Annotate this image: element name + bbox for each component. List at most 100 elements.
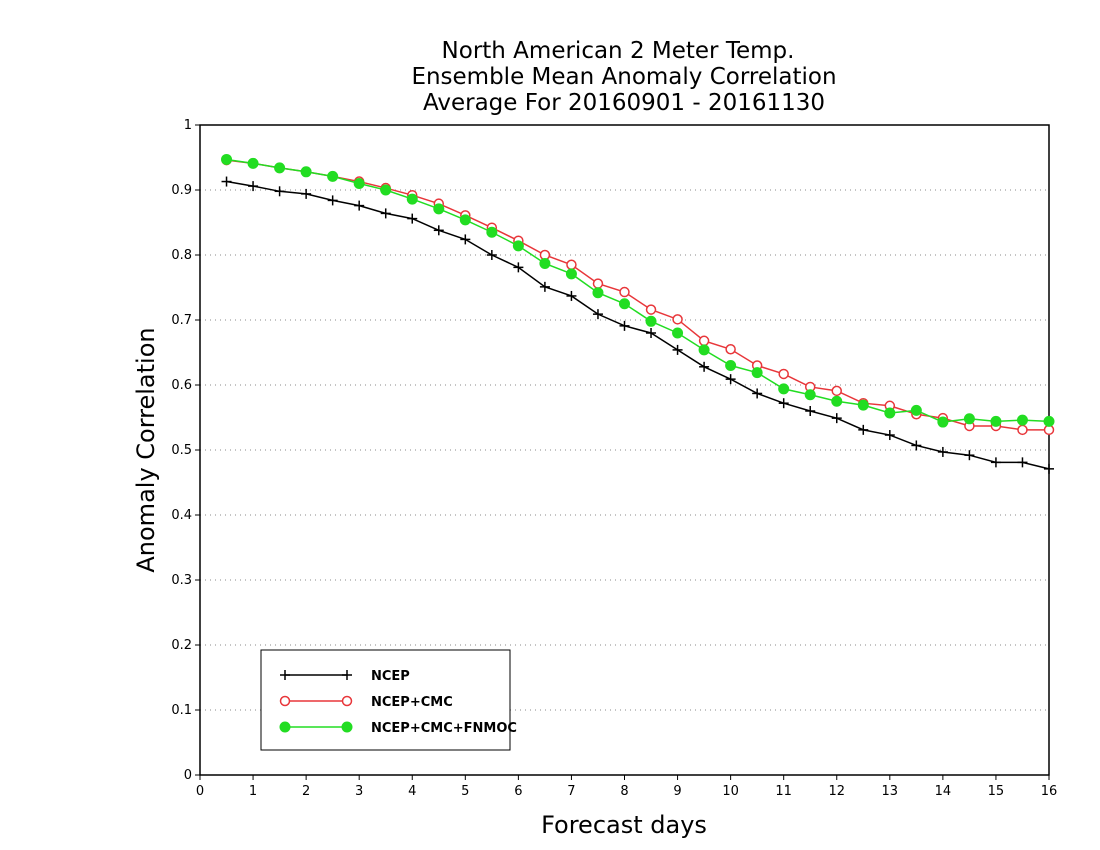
data-point-ncep-cmc-fnmoc bbox=[857, 399, 869, 411]
legend-marker-ncep bbox=[342, 670, 352, 680]
data-point-ncep-cmc-fnmoc bbox=[672, 327, 684, 339]
x-tick-label: 12 bbox=[828, 784, 845, 799]
data-point-ncep-cmc-fnmoc bbox=[619, 298, 630, 310]
data-point-ncep-cmc-fnmoc bbox=[592, 287, 604, 299]
data-point-ncep-cmc bbox=[1017, 424, 1028, 436]
x-tick-label: 1 bbox=[249, 784, 257, 799]
data-point-ncep-cmc-fnmoc bbox=[1043, 415, 1055, 427]
data-point-ncep-cmc-fnmoc bbox=[1016, 414, 1028, 426]
x-tick-label: 3 bbox=[355, 784, 363, 799]
data-point-ncep bbox=[805, 406, 816, 416]
x-tick-label: 15 bbox=[988, 784, 1005, 799]
series-line-ncep-cmc-fnmoc bbox=[226, 158, 1050, 423]
data-point-ncep bbox=[778, 398, 789, 409]
data-point-ncep bbox=[964, 450, 975, 461]
data-point-ncep-cmc-fnmoc bbox=[486, 226, 498, 238]
title-line-2: Ensemble Mean Anomaly Correlation bbox=[411, 64, 836, 90]
data-point-ncep-cmc bbox=[831, 385, 842, 397]
data-point-ncep bbox=[380, 208, 391, 219]
data-point-ncep bbox=[752, 388, 763, 399]
data-point-ncep-cmc bbox=[592, 278, 604, 289]
data-point-ncep bbox=[672, 344, 683, 355]
data-point-ncep-cmc-fnmoc bbox=[512, 240, 524, 252]
legend-marker-ncep-cmc bbox=[279, 695, 291, 707]
data-point-ncep-cmc bbox=[698, 335, 710, 347]
data-point-ncep bbox=[248, 181, 259, 192]
title-line-1: North American 2 Meter Temp. bbox=[442, 38, 795, 64]
data-point-ncep bbox=[592, 309, 603, 320]
legend-box bbox=[260, 649, 511, 751]
chart-title: North American 2 Meter Temp. Ensemble Me… bbox=[411, 38, 836, 116]
data-point-ncep-cmc-fnmoc bbox=[353, 178, 365, 189]
y-tick-label: 0.6 bbox=[171, 378, 192, 393]
data-point-ncep bbox=[937, 446, 948, 457]
data-point-ncep-cmc-fnmoc bbox=[327, 170, 339, 182]
series-lines bbox=[221, 153, 1055, 474]
data-point-ncep bbox=[646, 328, 657, 338]
y-tick-label: 0.9 bbox=[171, 183, 192, 198]
data-point-ncep-cmc bbox=[645, 304, 657, 315]
y-tick-label: 0 bbox=[184, 768, 192, 783]
data-point-ncep-cmc-fnmoc bbox=[433, 203, 445, 215]
data-point-ncep-cmc bbox=[778, 368, 789, 380]
data-point-ncep-cmc-fnmoc bbox=[937, 416, 949, 428]
data-point-ncep-cmc-fnmoc bbox=[990, 415, 1002, 427]
legend-marker-ncep-cmc-fnmoc bbox=[341, 721, 353, 733]
axes: 00.10.20.30.40.50.60.70.80.910 1 2 3 4 5 6 7 8 9 1… bbox=[171, 118, 1057, 799]
series-ncep-cmc-fnmoc bbox=[221, 153, 1055, 428]
data-point-ncep bbox=[990, 457, 1001, 468]
legend-label-ncep-cmc-fnmoc: NCEP+CMC+FNMOC bbox=[371, 721, 517, 736]
data-point-ncep bbox=[301, 188, 312, 199]
data-point-ncep bbox=[911, 440, 922, 451]
data-point-ncep-cmc-fnmoc bbox=[459, 214, 471, 226]
data-point-ncep-cmc-fnmoc bbox=[221, 153, 233, 165]
data-point-ncep bbox=[725, 374, 736, 385]
data-point-ncep bbox=[539, 281, 550, 292]
x-tick-label: 13 bbox=[882, 784, 899, 799]
data-point-ncep bbox=[619, 320, 630, 331]
data-point-ncep bbox=[407, 213, 418, 224]
data-point-ncep bbox=[884, 430, 895, 441]
data-point-ncep-cmc-fnmoc bbox=[300, 166, 312, 178]
y-tick-label: 0.7 bbox=[171, 313, 192, 328]
x-axis-label: Forecast days bbox=[541, 811, 707, 839]
gridlines bbox=[200, 189, 1049, 711]
data-point-ncep bbox=[433, 225, 444, 236]
x-tick-label: 10 bbox=[722, 784, 739, 799]
y-tick-label: 0.3 bbox=[171, 573, 192, 588]
data-point-ncep-cmc-fnmoc bbox=[751, 367, 763, 379]
data-point-ncep bbox=[699, 361, 710, 372]
y-tick-label: 0.5 bbox=[171, 443, 192, 458]
data-point-ncep-cmc-fnmoc bbox=[963, 413, 975, 425]
data-point-ncep-cmc-fnmoc bbox=[645, 315, 657, 327]
data-point-ncep-cmc bbox=[619, 286, 630, 298]
title-line-3: Average For 20160901 - 20161130 bbox=[423, 90, 825, 116]
data-point-ncep-cmc-fnmoc bbox=[804, 389, 816, 401]
x-tick-label: 2 bbox=[302, 784, 310, 799]
data-point-ncep bbox=[1044, 463, 1054, 474]
data-point-ncep bbox=[460, 234, 471, 245]
x-tick-label: 11 bbox=[775, 784, 792, 799]
legend-marker-ncep-cmc bbox=[341, 695, 353, 707]
series-line-ncep-cmc bbox=[226, 159, 1049, 431]
data-point-ncep bbox=[221, 176, 232, 187]
x-tick-label: 6 bbox=[514, 784, 522, 799]
data-point-ncep bbox=[486, 250, 497, 260]
data-point-ncep-cmc-fnmoc bbox=[698, 344, 710, 356]
x-tick-label: 8 bbox=[620, 784, 628, 799]
data-point-ncep-cmc-fnmoc bbox=[884, 407, 896, 419]
legend: NCEP NCEP+CMC NCEP+CMC+FNMOC bbox=[260, 649, 517, 751]
data-point-ncep bbox=[327, 195, 338, 206]
data-point-ncep-cmc-fnmoc bbox=[831, 395, 843, 407]
y-tick-label: 0.2 bbox=[171, 638, 192, 653]
x-tick-label: 7 bbox=[567, 784, 575, 799]
legend-marker-ncep-cmc-fnmoc bbox=[279, 721, 291, 733]
data-point-ncep-cmc-fnmoc bbox=[274, 162, 286, 174]
data-point-ncep bbox=[1017, 457, 1028, 468]
data-point-ncep-cmc bbox=[672, 314, 683, 325]
data-point-ncep bbox=[566, 290, 577, 301]
data-point-ncep bbox=[354, 200, 365, 211]
data-point-ncep-cmc-fnmoc bbox=[910, 404, 922, 416]
data-point-ncep-cmc-fnmoc bbox=[406, 193, 418, 205]
